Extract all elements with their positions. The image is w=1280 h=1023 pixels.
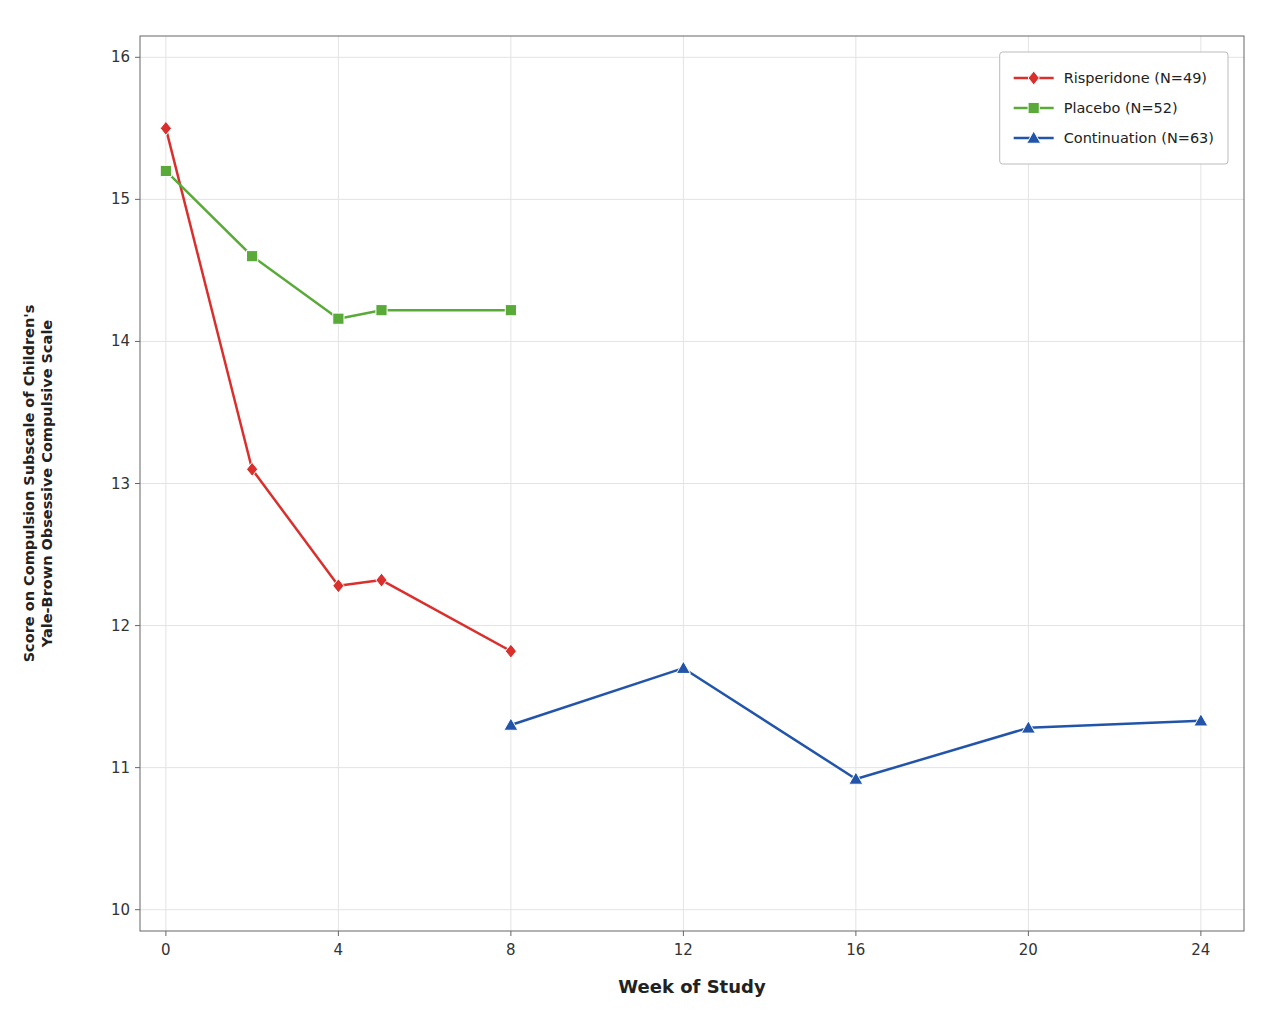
- x-tick: [338, 931, 339, 936]
- legend: Risperidone (N=49) Placebo (N=52) Continua…: [1000, 52, 1228, 164]
- x-tick: [855, 931, 856, 936]
- data-point: [160, 165, 171, 176]
- y-tick-label: 13: [111, 475, 130, 493]
- y-tick: [135, 199, 140, 200]
- series-group: [160, 121, 1208, 784]
- data-point: [333, 313, 344, 324]
- data-point: [160, 121, 171, 135]
- y-tick-label: 11: [111, 759, 130, 777]
- legend-label: Continuation (N=63): [1064, 130, 1214, 146]
- x-tick: [165, 931, 166, 936]
- y-grid-line: [140, 767, 1244, 768]
- y-grid-line: [140, 625, 1244, 626]
- y-grid-line: [140, 341, 1244, 342]
- y-tick: [135, 625, 140, 626]
- y-tick: [135, 57, 140, 58]
- data-point: [849, 772, 863, 784]
- plot-background: [140, 36, 1244, 931]
- y-tick: [135, 767, 140, 768]
- data-point: [247, 462, 258, 476]
- x-tick-label: 12: [674, 941, 693, 959]
- tick-labels: 0 4 8 12 16 20 24 10 11 12 13 14 15 16: [111, 48, 1211, 959]
- legend-label: Placebo (N=52): [1064, 100, 1178, 116]
- y-axis-label-line: Yale-Brown Obsessive Compulsive Scale: [39, 320, 55, 649]
- x-tick-label: 8: [506, 941, 516, 959]
- y-tick-label: 10: [111, 901, 130, 919]
- series-line: [511, 668, 1201, 779]
- x-axis-label: Week of Study: [618, 976, 766, 997]
- y-tick: [135, 909, 140, 910]
- y-axis-label-line: Score on Compulsion Subscale of Children…: [21, 305, 37, 663]
- x-tick: [510, 931, 511, 936]
- legend-box: [1000, 52, 1228, 164]
- y-tick-label: 16: [111, 48, 130, 66]
- x-tick-label: 20: [1019, 941, 1038, 959]
- chart-container: 0 4 8 12 16 20 24 10 11 12 13 14 15 16 Week of Study Sc…: [0, 0, 1280, 1023]
- series: [160, 165, 516, 324]
- y-grid-line: [140, 483, 1244, 484]
- legend-label: Risperidone (N=49): [1064, 70, 1207, 86]
- series-line: [166, 128, 511, 651]
- y-tick-label: 15: [111, 190, 130, 208]
- x-tick: [683, 931, 684, 936]
- series: [160, 121, 516, 658]
- x-tick: [1028, 931, 1029, 936]
- data-point: [247, 251, 258, 262]
- y-tick-label: 12: [111, 617, 130, 635]
- y-tick: [135, 483, 140, 484]
- data-point: [376, 305, 387, 316]
- legend-marker: [1027, 131, 1041, 143]
- data-point: [505, 644, 516, 658]
- data-point: [333, 579, 344, 593]
- grid: [140, 36, 1244, 931]
- y-tick: [135, 341, 140, 342]
- x-tick: [1200, 931, 1201, 936]
- x-tick-label: 16: [846, 941, 865, 959]
- series: [504, 661, 1208, 784]
- plot-frame: [140, 36, 1244, 931]
- y-axis-label: Score on Compulsion Subscale of Children…: [21, 305, 55, 663]
- x-tick-label: 4: [334, 941, 344, 959]
- data-point: [504, 718, 518, 730]
- data-point: [676, 661, 690, 673]
- series-line: [166, 171, 511, 319]
- legend-marker: [1028, 71, 1039, 85]
- data-point: [1194, 714, 1208, 726]
- y-grid-line: [140, 909, 1244, 910]
- x-tick-label: 0: [161, 941, 171, 959]
- x-tick-label: 24: [1191, 941, 1210, 959]
- y-grid-line: [140, 199, 1244, 200]
- legend-marker: [1028, 102, 1039, 113]
- y-tick-label: 14: [111, 332, 130, 350]
- data-point: [505, 305, 516, 316]
- data-point: [1021, 721, 1035, 733]
- data-point: [376, 573, 387, 587]
- chart-svg: 0 4 8 12 16 20 24 10 11 12 13 14 15 16 Week of Study Sc…: [0, 0, 1280, 1023]
